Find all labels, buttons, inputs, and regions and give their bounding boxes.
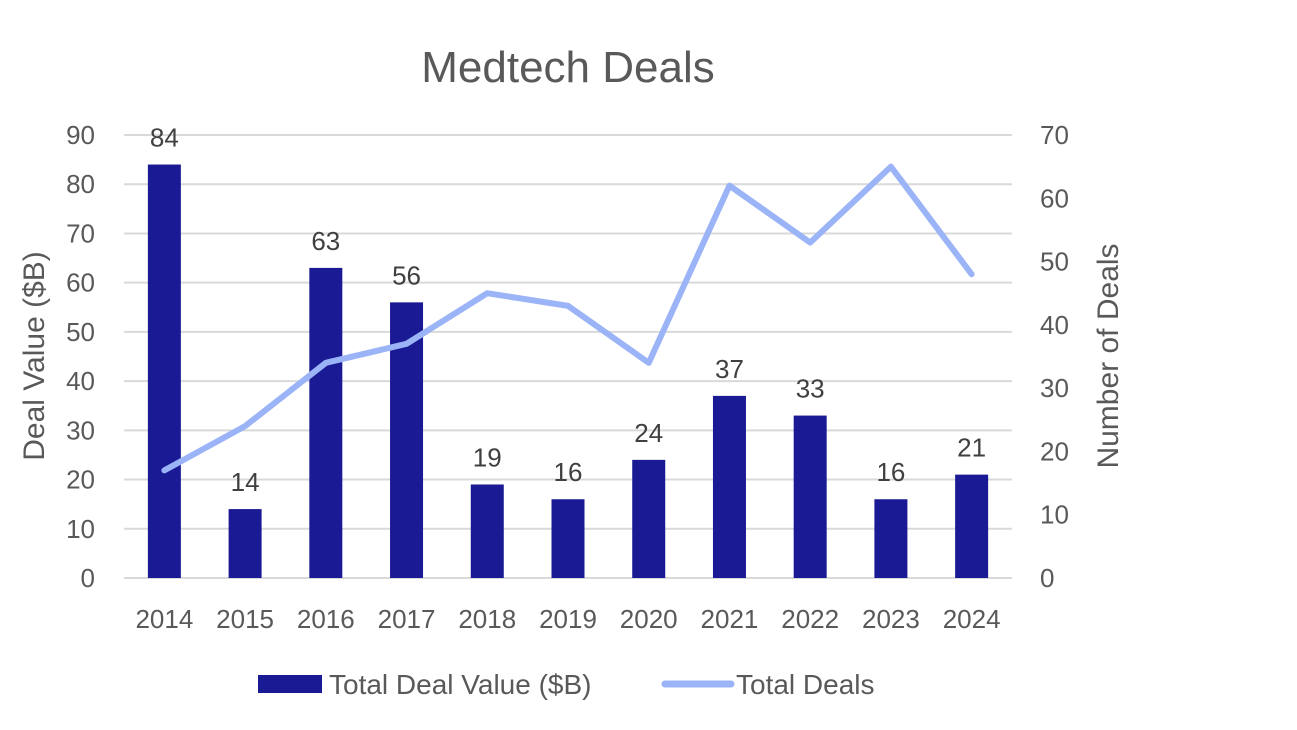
legend-label-deal-value: Total Deal Value ($B) xyxy=(329,669,592,700)
bar-2014 xyxy=(147,164,181,579)
bar-2022 xyxy=(793,415,827,578)
x-tick-label: 2016 xyxy=(297,604,355,634)
y-tick-label: 30 xyxy=(66,415,95,445)
x-axis-ticks: 2014 2015 2016 2017 2018 2019 2020 2021 2022 2023… xyxy=(135,604,1000,634)
legend: Total Deal Value ($B) Total Deals xyxy=(258,669,875,700)
left-axis-ticks: 0 10 20 30 40 50 60 70 80 90 xyxy=(66,120,95,593)
legend-bar-swatch xyxy=(258,675,322,693)
chart-title: Medtech Deals xyxy=(421,43,714,92)
y2-tick-label: 60 xyxy=(1040,183,1069,213)
bar-2015 xyxy=(228,509,262,578)
data-label-2022: 33 xyxy=(796,374,825,404)
data-label-2015: 14 xyxy=(231,467,260,497)
data-label-2024: 21 xyxy=(957,433,986,463)
legend-label-total-deals: Total Deals xyxy=(736,669,875,700)
data-label-2019: 16 xyxy=(554,457,583,487)
y-tick-label: 0 xyxy=(81,563,95,593)
data-label-2023: 16 xyxy=(876,457,905,487)
bar-2019 xyxy=(551,499,585,578)
y-tick-label: 40 xyxy=(66,366,95,396)
x-tick-label: 2017 xyxy=(378,604,436,634)
y-axis-title: Deal Value ($B) xyxy=(18,251,51,461)
x-tick-label: 2022 xyxy=(781,604,839,634)
data-label-2017: 56 xyxy=(392,260,421,290)
y2-axis-title: Number of Deals xyxy=(1092,243,1125,468)
gridlines xyxy=(124,134,1012,579)
y-tick-label: 20 xyxy=(66,465,95,495)
y-tick-label: 70 xyxy=(66,218,95,248)
x-tick-label: 2019 xyxy=(539,604,597,634)
bar-series xyxy=(147,164,989,579)
y2-tick-label: 30 xyxy=(1040,373,1069,403)
x-tick-label: 2021 xyxy=(701,604,759,634)
y2-tick-label: 0 xyxy=(1040,563,1054,593)
y2-tick-label: 40 xyxy=(1040,310,1069,340)
bar-2018 xyxy=(470,484,504,578)
data-labels: 84 14 63 56 19 16 24 37 33 16 21 xyxy=(150,123,986,498)
x-tick-label: 2020 xyxy=(620,604,678,634)
y2-tick-label: 10 xyxy=(1040,500,1069,530)
data-label-2016: 63 xyxy=(311,226,340,256)
y-tick-label: 90 xyxy=(66,120,95,150)
y-tick-label: 10 xyxy=(66,514,95,544)
bar-2023 xyxy=(874,499,908,578)
y-tick-label: 50 xyxy=(66,317,95,347)
right-axis-ticks: 0 10 20 30 40 50 60 70 xyxy=(1040,120,1069,593)
y2-tick-label: 70 xyxy=(1040,120,1069,150)
data-label-2020: 24 xyxy=(634,418,663,448)
bar-2024 xyxy=(955,474,989,578)
y-tick-label: 80 xyxy=(66,169,95,199)
data-label-2021: 37 xyxy=(715,354,744,384)
x-tick-label: 2018 xyxy=(458,604,516,634)
bar-2020 xyxy=(632,459,666,578)
line-series xyxy=(161,163,975,474)
bar-2021 xyxy=(712,395,746,578)
y2-tick-label: 20 xyxy=(1040,436,1069,466)
y2-tick-label: 50 xyxy=(1040,247,1069,277)
x-tick-label: 2024 xyxy=(943,604,1001,634)
x-tick-label: 2023 xyxy=(862,604,920,634)
bar-2016 xyxy=(309,267,343,578)
data-label-2018: 19 xyxy=(473,442,502,472)
x-tick-label: 2015 xyxy=(216,604,274,634)
data-label-2014: 84 xyxy=(150,123,179,153)
y-tick-label: 60 xyxy=(66,268,95,298)
total-deals-line xyxy=(161,163,975,474)
x-tick-label: 2014 xyxy=(135,604,193,634)
